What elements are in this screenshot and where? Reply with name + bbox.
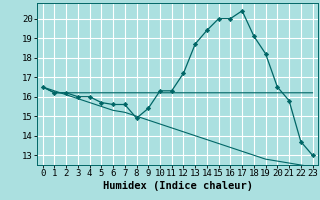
- X-axis label: Humidex (Indice chaleur): Humidex (Indice chaleur): [103, 181, 252, 191]
